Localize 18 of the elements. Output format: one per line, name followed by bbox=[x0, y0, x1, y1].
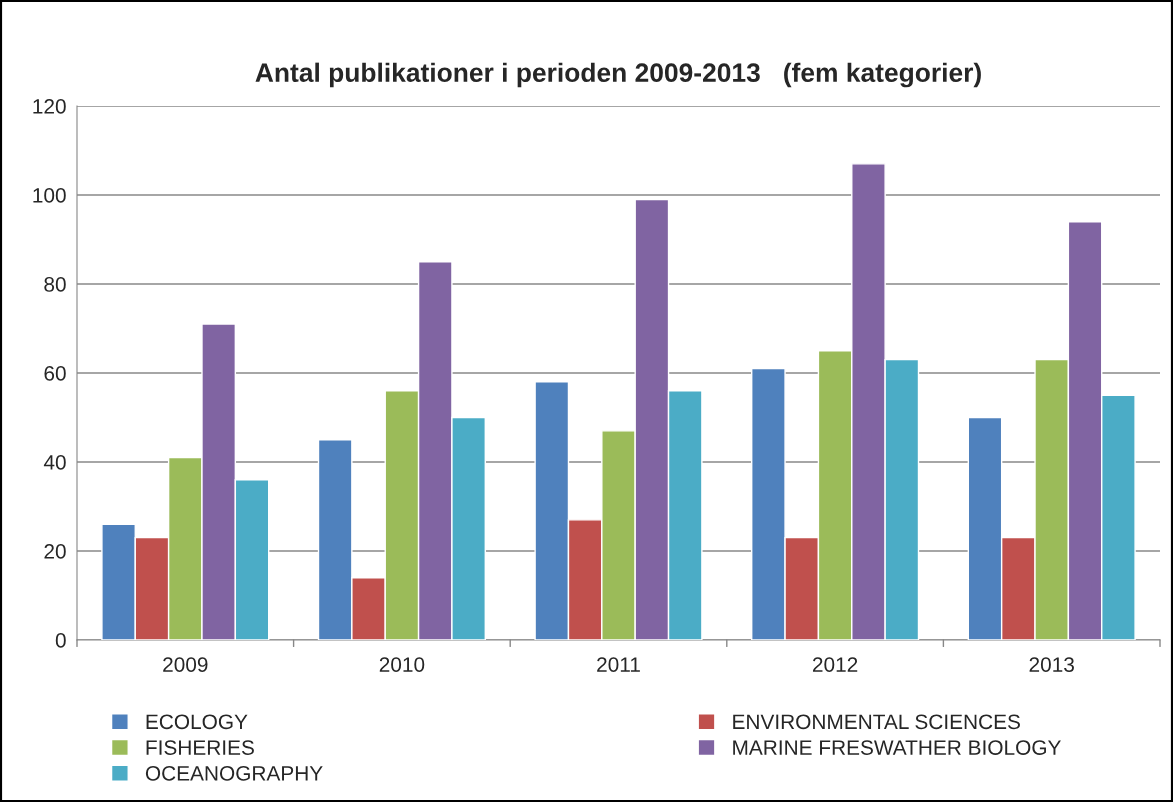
x-tick-label: 2011 bbox=[597, 657, 640, 672]
legend-label: MARINE FRESWATHER BIOLOGY bbox=[733, 740, 1061, 755]
y-tick-label: 80 bbox=[44, 277, 66, 292]
y-tick-label: 40 bbox=[43, 455, 66, 470]
legend-label: FISHERIES bbox=[146, 740, 254, 755]
legend-label: ECOLOGY bbox=[146, 714, 248, 730]
x-tick-label: 2010 bbox=[379, 657, 425, 672]
y-tick-label: 60 bbox=[44, 366, 66, 381]
y-tick-label: 100 bbox=[33, 188, 66, 203]
chart-title: Antal publikationer i perioden 2009-2013 (fem kategorier) bbox=[255, 62, 981, 88]
x-tick-label: 2013 bbox=[1029, 657, 1074, 672]
legend-label: ENVIRONMENTAL SCIENCES bbox=[733, 714, 1020, 730]
y-tick-label: 120 bbox=[33, 99, 66, 114]
y-tick-label: 20 bbox=[44, 544, 66, 559]
x-tick-label: 2012 bbox=[812, 657, 858, 672]
legend-label: OCEANOGRAPHY bbox=[145, 765, 323, 781]
x-tick-label: 2009 bbox=[163, 657, 208, 672]
y-tick-label: 0 bbox=[55, 633, 66, 648]
